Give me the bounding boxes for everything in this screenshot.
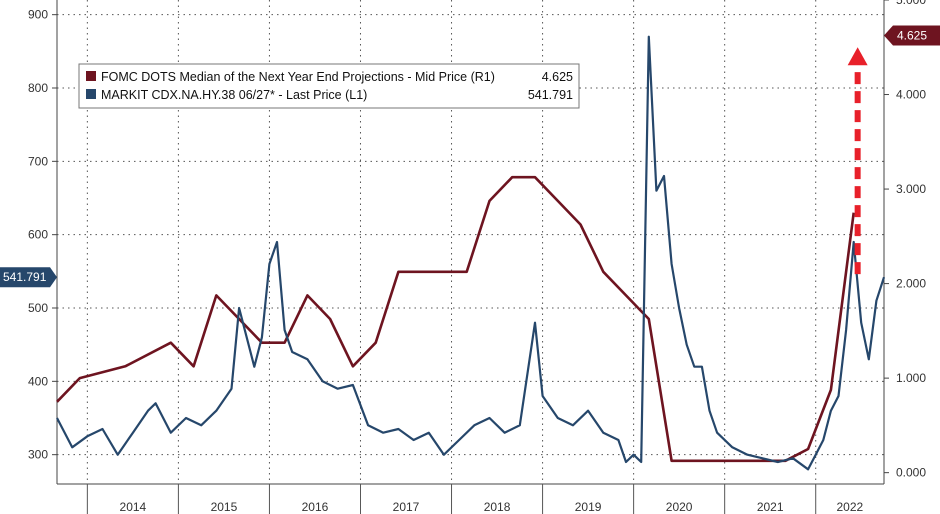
right-value-tag: 4.625	[884, 25, 940, 46]
left-value-tag-text: 541.791	[3, 270, 47, 284]
annotation-layer	[847, 47, 868, 275]
right-value-tag-bg	[884, 25, 940, 46]
left-tick-label: 600	[28, 228, 48, 242]
x-tick-label: 2014	[120, 500, 147, 514]
fomc-dots-line	[56, 175, 855, 463]
x-tick-label: 2022	[837, 500, 864, 514]
grid	[57, 0, 884, 484]
right-tick-label: 3.000	[896, 182, 926, 196]
right-tick-label: 0.000	[896, 466, 926, 480]
legend-swatch-cdx	[86, 89, 96, 99]
legend-label-fomc: FOMC DOTS Median of the Next Year End Pr…	[101, 70, 495, 84]
right-tick-label: 5.000	[896, 0, 926, 7]
x-tick-label: 2018	[484, 500, 511, 514]
left-value-tag: 541.791	[0, 267, 57, 288]
legend-swatch-fomc	[86, 71, 96, 81]
legend-value-fomc: 4.625	[542, 70, 573, 84]
right-tick-label: 1.000	[896, 371, 926, 385]
left-tick-label: 800	[28, 81, 48, 95]
legend-label-cdx: MARKIT CDX.NA.HY.38 06/27* - Last Price …	[101, 88, 367, 102]
x-tick-label: 2015	[211, 500, 238, 514]
left-tick-label: 900	[28, 8, 48, 22]
x-tick-label: 2021	[757, 500, 784, 514]
left-tick-label: 300	[28, 448, 48, 462]
right-value-tag-text: 4.625	[897, 28, 927, 42]
cdx-hy-line	[56, 35, 886, 471]
left-value-tag-bg	[0, 267, 57, 288]
right-axis: 0.000 1.000 2.000 3.000 4.000 5.000	[884, 0, 926, 480]
series-layer	[56, 35, 886, 471]
right-tick-label: 4.000	[896, 88, 926, 102]
right-tick-label: 2.000	[896, 277, 926, 291]
x-tick-label: 2016	[302, 500, 329, 514]
red-arrow-head	[847, 47, 868, 66]
left-axis: 300 400 500 600 700 800 900	[28, 8, 57, 462]
x-tick-label: 2020	[666, 500, 693, 514]
left-tick-label: 700	[28, 154, 48, 168]
legend: FOMC DOTS Median of the Next Year End Pr…	[78, 63, 580, 109]
plot-frame	[56, 0, 885, 485]
x-tick-label: 2019	[575, 500, 602, 514]
last-value-tags: 541.791 4.625	[0, 25, 940, 288]
left-tick-label: 500	[28, 301, 48, 315]
x-tick-label: 2017	[393, 500, 420, 514]
legend-value-cdx: 541.791	[528, 88, 573, 102]
x-axis: 2014 2015 2016 2017 2018 2019 2020 2021 2022	[86, 484, 864, 514]
legend-box	[78, 63, 580, 109]
left-tick-label: 400	[28, 374, 48, 388]
